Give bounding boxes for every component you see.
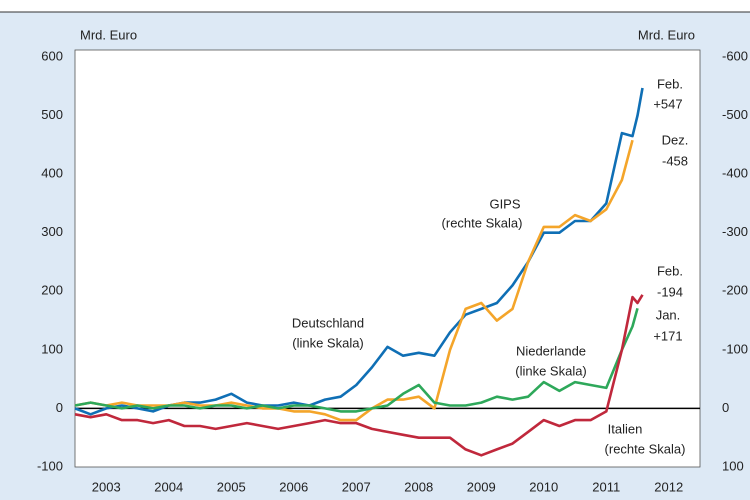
y2-axis-label: Mrd. Euro (638, 27, 695, 42)
series-label: GIPS (489, 196, 520, 211)
x-tick-label: 2010 (529, 479, 558, 494)
y-tick-label: 600 (41, 48, 63, 63)
annotation: -194 (657, 284, 683, 299)
annotation: +171 (653, 328, 682, 343)
y2-tick-label: -200 (722, 283, 748, 298)
y2-tick-label: -100 (722, 341, 748, 356)
x-tick-label: 2007 (342, 479, 371, 494)
x-tick-label: 2012 (654, 479, 683, 494)
annotation: +547 (653, 96, 682, 111)
annotation: -458 (662, 153, 688, 168)
y-tick-label: 500 (41, 107, 63, 122)
series-label: Niederlande (516, 343, 586, 358)
annotation: (rechte Skala) (442, 215, 523, 230)
x-tick-label: 2011 (592, 479, 620, 494)
y-tick-label: 100 (41, 341, 63, 356)
y-axis-label: Mrd. Euro (80, 27, 137, 42)
x-tick-label: 2008 (404, 479, 433, 494)
y-tick-label: 400 (41, 166, 63, 181)
series-line (74, 294, 644, 457)
annotation: (linke Skala) (515, 363, 587, 378)
plot-area (74, 49, 701, 468)
y2-tick-label: -400 (722, 166, 748, 181)
y2-tick-label: -600 (722, 48, 748, 63)
y2-tick-label: 0 (722, 400, 729, 415)
x-tick-label: 2009 (467, 479, 496, 494)
annotation: (rechte Skala) (605, 441, 686, 456)
series-label: Italien (608, 421, 643, 436)
series-label: Deutschland (292, 315, 364, 330)
y-tick-label: 200 (41, 283, 63, 298)
annotation: Jan. (656, 307, 681, 322)
annotation: Feb. (657, 263, 683, 278)
annotation: Dez. (662, 132, 689, 147)
y2-tick-label: -300 (722, 224, 748, 239)
y-tick-label: -100 (37, 458, 63, 473)
y2-tick-label: -500 (722, 107, 748, 122)
series-line (74, 307, 639, 413)
y-tick-label: 0 (56, 400, 63, 415)
annotation: Feb. (657, 76, 683, 91)
x-tick-label: 2003 (92, 479, 121, 494)
x-tick-label: 2004 (154, 479, 183, 494)
y-tick-label: 300 (41, 224, 63, 239)
x-tick-label: 2006 (279, 479, 308, 494)
y2-tick-label: 100 (722, 458, 744, 473)
x-tick-label: 2005 (217, 479, 246, 494)
annotation: (linke Skala) (292, 335, 364, 350)
